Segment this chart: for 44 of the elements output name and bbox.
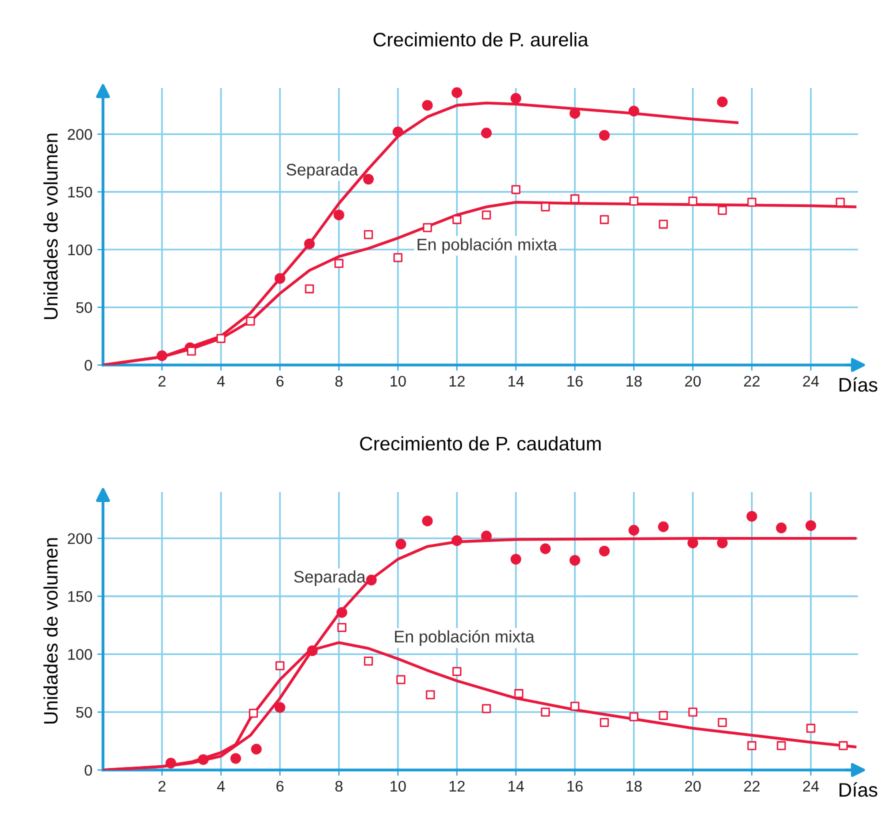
- y-tick-label: 50: [76, 302, 92, 313]
- x-tick-label: 8: [335, 376, 343, 387]
- y-tick-label: 0: [84, 360, 92, 371]
- y-tick-label: 150: [68, 186, 92, 198]
- annotation: Separada: [286, 163, 358, 179]
- x-tick-label: 16: [568, 376, 583, 387]
- x-tick-label: 8: [335, 780, 343, 792]
- y-tick-label: 0: [84, 764, 92, 776]
- x-tick-label: 12: [450, 780, 465, 792]
- x-tick-label: 24: [803, 376, 819, 386]
- x-tick-label: 6: [276, 376, 284, 387]
- y-tick-label: 200: [68, 129, 92, 140]
- annotation: En población mixta: [418, 238, 558, 254]
- x-tick-label: 2: [158, 780, 166, 792]
- y-tick-label: 50: [76, 706, 92, 718]
- x-tick-label: 10: [390, 376, 406, 387]
- x-tick-label: 4: [217, 376, 225, 386]
- y-tick-label: 200: [68, 533, 92, 544]
- y-tick-label: 150: [68, 591, 92, 602]
- x-tick-label: 20: [685, 780, 701, 792]
- annotation: Separada: [294, 570, 366, 586]
- x-tick-label: 12: [450, 376, 465, 386]
- y-axis-title: Unidades de volumen: [43, 538, 58, 724]
- x-tick-label: 6: [276, 780, 284, 792]
- x-tick-label: 22: [744, 376, 760, 386]
- x-tick-label: 14: [508, 376, 524, 386]
- x-tick-label: 20: [685, 376, 701, 387]
- x-axis-title: Días: [840, 377, 878, 392]
- x-tick-label: 16: [568, 780, 583, 792]
- x-tick-label: 18: [626, 376, 642, 387]
- x-tick-label: 24: [803, 780, 819, 792]
- x-tick-label: 18: [626, 780, 642, 792]
- chart-title: Crecimiento de P. aurelia: [374, 32, 588, 47]
- x-tick-label: 4: [217, 780, 225, 792]
- x-tick-label: 2: [158, 376, 166, 386]
- x-tick-label: 10: [390, 780, 406, 792]
- y-tick-label: 100: [68, 244, 92, 256]
- x-tick-label: 14: [508, 780, 524, 792]
- x-tick-label: 22: [744, 780, 760, 792]
- y-axis-title: Unidades de volumen: [43, 134, 58, 320]
- annotation: En población mixta: [395, 630, 534, 646]
- chart-title: Crecimiento de P. caudatum: [360, 436, 601, 451]
- y-tick-label: 100: [68, 649, 92, 660]
- x-axis-title: Días: [840, 782, 878, 797]
